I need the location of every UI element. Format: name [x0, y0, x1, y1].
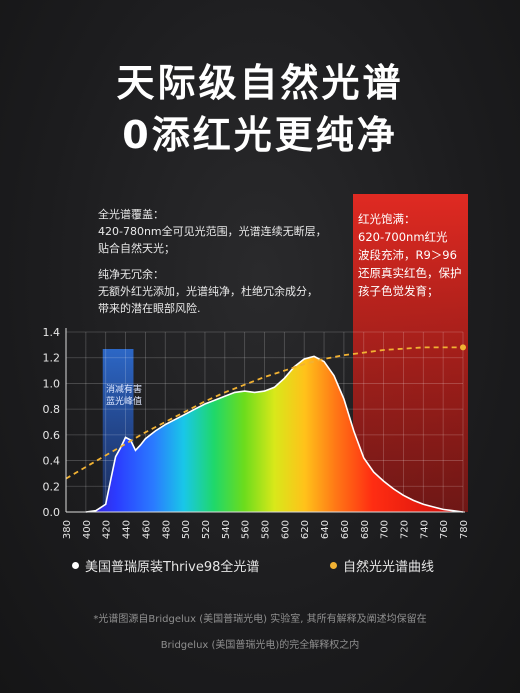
y-tick-label: 0.6: [43, 429, 61, 442]
note-full-line1: 420-780nm全可见光范围，光谱连续无断层，: [98, 225, 327, 238]
x-tick-label: 700: [380, 520, 391, 539]
legend-spectrum-dot: [72, 562, 79, 569]
x-tick-label: 480: [161, 520, 172, 539]
x-tick-label: 380: [62, 520, 73, 539]
y-tick-label: 1.0: [43, 377, 61, 390]
x-tick-label: 680: [360, 520, 371, 539]
x-tick-label: 620: [300, 520, 311, 539]
x-tick-label: 640: [320, 520, 331, 539]
y-tick-label: 0.0: [43, 506, 61, 519]
red-band-text: 红光饱满： 620-700nm红光 波段充沛，R9＞96 还原真实红色，保护 孩…: [358, 210, 466, 300]
legend-natural-label: 自然光光谱曲线: [343, 560, 435, 575]
x-tick-label: 560: [241, 520, 252, 539]
headline-line-1: 天际级自然光谱: [116, 61, 404, 105]
x-tick-label: 500: [181, 520, 192, 539]
red-band: [353, 194, 468, 512]
red-band-line5: 孩子色觉发育；: [358, 284, 439, 298]
note-pure-line1: 无额外红光添加，光谱纯净，杜绝冗余成分，: [98, 285, 318, 298]
red-band-line2: 620-700nm红光: [358, 230, 448, 244]
x-tick-label: 460: [141, 520, 152, 539]
x-tick-label: 720: [399, 520, 410, 539]
headline-line-2: 0添红光更纯净: [122, 113, 398, 157]
legend-natural: 自然光光谱曲线: [330, 556, 434, 575]
red-band-line3: 波段充沛，R9＞96: [358, 248, 457, 262]
note-full-title: 全光谱覆盖：: [98, 208, 164, 221]
note-pure-line2: 带来的潜在眼部风险.: [98, 302, 201, 315]
x-tick-label: 440: [122, 520, 133, 539]
x-tick-label: 400: [82, 520, 93, 539]
y-tick-label: 0.2: [43, 480, 61, 493]
y-tick-label: 1.2: [43, 352, 61, 365]
blue-band-line2: 蓝光峰值: [105, 397, 142, 407]
natural-curve: [65, 346, 463, 480]
x-tick-label: 520: [201, 520, 212, 539]
legend-natural-dot: [330, 562, 337, 569]
blue-band-line1: 消减有害: [105, 385, 142, 395]
y-tick-label: 0.4: [43, 455, 61, 468]
legend-spectrum: 美国普瑞原装Thrive98全光谱: [72, 556, 259, 575]
note-pure-title: 纯净无冗余：: [98, 268, 164, 281]
x-tick-label: 600: [280, 520, 291, 539]
natural-curve-end-point: [460, 344, 466, 351]
red-band-line1: 红光饱满：: [358, 212, 416, 226]
x-tick-label: 740: [419, 520, 430, 539]
x-tick-label: 420: [102, 520, 113, 539]
legend-spectrum-label: 美国普瑞原装Thrive98全光谱: [85, 560, 260, 575]
x-tick-label: 540: [221, 520, 232, 539]
note-full-line2: 贴合自然天光；: [98, 242, 175, 255]
footnote-line-2: Bridgelux (美国普瑞光电)的完全解释权之内: [160, 640, 360, 651]
x-tick-label: 780: [459, 520, 470, 539]
y-tick-label: 0.8: [43, 403, 61, 416]
x-tick-label: 760: [439, 520, 450, 539]
spectrum-area: [85, 356, 464, 512]
x-tick-label: 580: [261, 520, 272, 539]
red-band-line4: 还原真实红色，保护: [358, 266, 462, 280]
footnote-line-1: *光谱图源自Bridgelux (美国普瑞光电) 实验室, 其所有解释及阐述均保…: [93, 614, 427, 625]
note-full-spectrum: 全光谱覆盖： 420-780nm全可见光范围，光谱连续无断层， 贴合自然天光；: [98, 206, 348, 257]
note-pure: 纯净无冗余： 无额外红光添加，光谱纯净，杜绝冗余成分， 带来的潜在眼部风险.: [98, 266, 348, 317]
y-tick-label: 1.4: [43, 326, 61, 339]
blue-band-text: 消减有害 蓝光峰值: [104, 384, 144, 408]
x-tick-label: 660: [340, 520, 351, 539]
